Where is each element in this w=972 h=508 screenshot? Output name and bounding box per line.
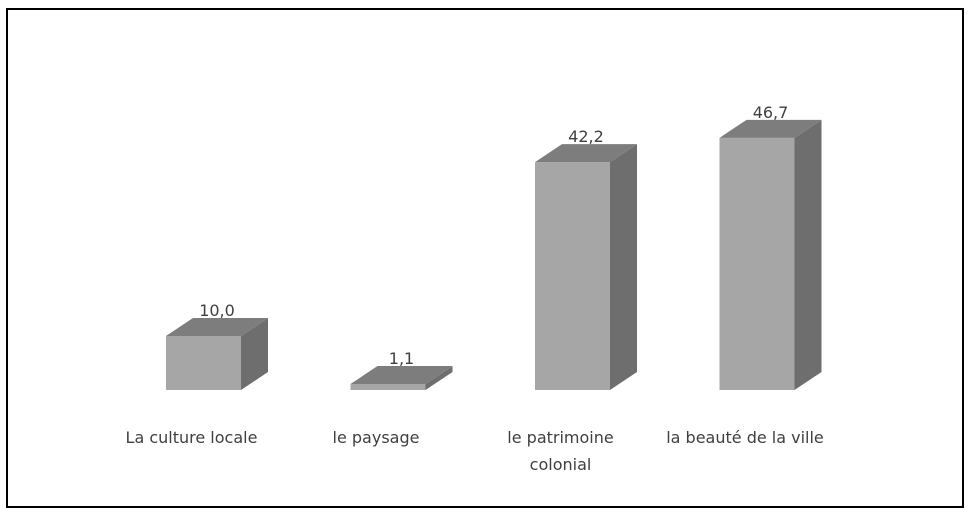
bar-top [719, 119, 822, 138]
value-label: 42,2 [568, 127, 604, 146]
bar-top [166, 318, 268, 336]
bar [719, 119, 822, 390]
bar-side [241, 318, 268, 390]
bar [166, 318, 268, 390]
bar-side [794, 119, 822, 390]
x-tick-label: le patrimoine colonial [507, 428, 614, 474]
bar-top [535, 144, 637, 163]
bar-front [535, 162, 610, 390]
value-label: 1,1 [389, 349, 414, 368]
bar-side [425, 366, 453, 390]
bar-front [350, 384, 426, 390]
value-label: 46,7 [753, 103, 789, 122]
value-label: 10,0 [199, 301, 235, 320]
x-tick-label: le paysage [332, 428, 420, 447]
bar-top [350, 366, 453, 385]
x-tick-label: La culture locale [125, 428, 258, 447]
x-tick-label: la beauté de la ville [666, 428, 824, 447]
bar-front [719, 137, 795, 390]
bar-side [610, 144, 637, 390]
bar [535, 144, 637, 390]
bar [350, 366, 453, 390]
bar-front [166, 336, 241, 390]
